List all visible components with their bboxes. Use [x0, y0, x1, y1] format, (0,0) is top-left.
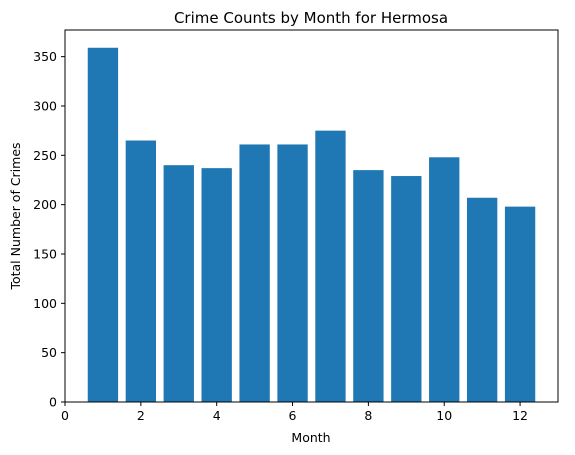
- y-tick-label: 50: [41, 345, 57, 360]
- x-tick-label: 4: [213, 408, 221, 423]
- bar-month-5: [239, 144, 270, 402]
- x-tick-label: 6: [289, 408, 297, 423]
- bars-group: [87, 47, 536, 402]
- bar-month-10: [429, 157, 460, 402]
- bar-month-7: [315, 130, 346, 402]
- y-tick-label: 150: [33, 246, 57, 261]
- x-axis-title: Month: [291, 430, 330, 445]
- x-axis-ticks: 0 2 4 6 8 10 12: [61, 402, 528, 423]
- y-tick-label: 350: [33, 49, 57, 64]
- plot-frame: [64, 29, 559, 403]
- bar-month-6: [277, 144, 308, 402]
- bar-month-9: [391, 176, 422, 402]
- bar-month-3: [163, 165, 194, 402]
- x-tick-label: 8: [364, 408, 372, 423]
- y-tick-label: 300: [33, 98, 57, 113]
- x-tick-label: 0: [61, 408, 69, 423]
- x-tick-label: 10: [436, 408, 452, 423]
- y-tick-label: 250: [33, 148, 57, 163]
- x-tick-label: 12: [512, 408, 528, 423]
- bar-month-1: [87, 47, 119, 402]
- bar-month-4: [201, 168, 232, 402]
- bar-month-11: [466, 197, 498, 402]
- bar-month-8: [353, 170, 384, 402]
- chart-title: Crime Counts by Month for Hermosa: [174, 9, 448, 27]
- y-axis-title: Total Number of Crimes: [8, 142, 23, 290]
- x-tick-label: 2: [137, 408, 145, 423]
- bar-month-12: [504, 206, 536, 402]
- y-tick-label: 100: [33, 296, 57, 311]
- bar-month-2: [125, 140, 157, 402]
- y-tick-label: 0: [49, 395, 57, 410]
- y-axis-ticks: 0 50 100 150 200 250 300 350: [33, 49, 65, 410]
- y-tick-label: 200: [33, 197, 57, 212]
